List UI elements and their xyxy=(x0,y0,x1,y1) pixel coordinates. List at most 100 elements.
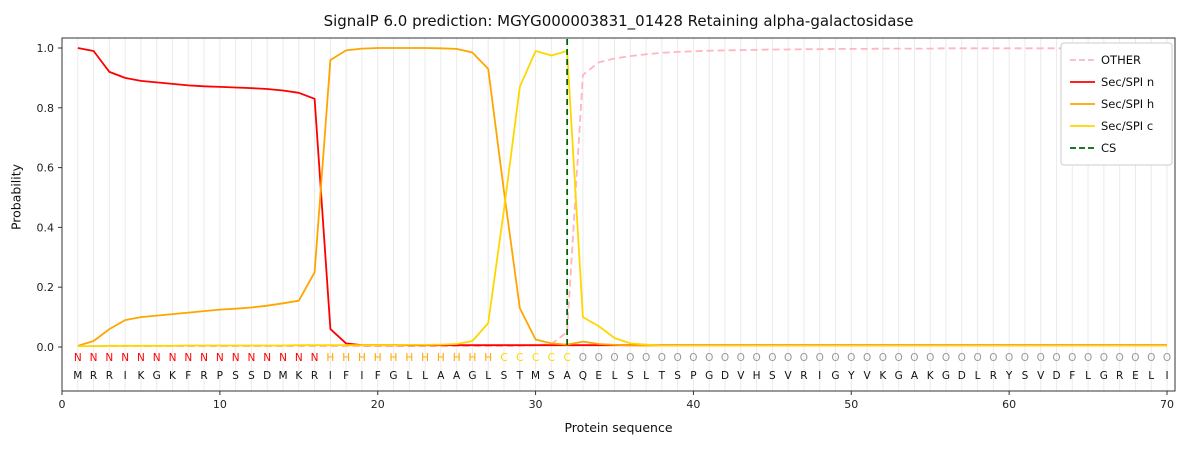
region-label: O xyxy=(595,352,603,364)
region-label: N xyxy=(121,352,129,364)
region-label: O xyxy=(1021,352,1029,364)
region-label: O xyxy=(752,352,760,364)
sequence-letter: R xyxy=(106,370,113,382)
sequence-letter: S xyxy=(627,370,634,382)
sequence-letter: K xyxy=(169,370,177,382)
region-label: H xyxy=(453,352,461,364)
x-tick-label: 50 xyxy=(844,398,858,411)
x-tick-label: 40 xyxy=(686,398,700,411)
sequence-letter: M xyxy=(73,370,82,382)
sequence-letter: G xyxy=(153,370,161,382)
region-label: N xyxy=(105,352,113,364)
sequence-letter: K xyxy=(927,370,935,382)
region-label: O xyxy=(973,352,981,364)
legend-label: Sec/SPI c xyxy=(1101,119,1153,133)
region-label: O xyxy=(1100,352,1108,364)
region-label: N xyxy=(169,352,177,364)
sequence-letter: A xyxy=(564,370,572,382)
region-label: H xyxy=(437,352,445,364)
y-tick-label: 0.0 xyxy=(37,341,55,354)
region-label: H xyxy=(405,352,413,364)
sequence-letter: K xyxy=(137,370,145,382)
region-label: C xyxy=(563,352,570,364)
sequence-letter: S xyxy=(501,370,508,382)
sequence-letter: R xyxy=(90,370,97,382)
sequence-letter: V xyxy=(737,370,745,382)
y-tick-label: 0.6 xyxy=(37,162,55,175)
sequence-letter: S xyxy=(1022,370,1029,382)
sequence-letter: M xyxy=(531,370,540,382)
region-label: H xyxy=(390,352,398,364)
sequence-letter: G xyxy=(389,370,397,382)
legend-label: OTHER xyxy=(1101,53,1141,67)
region-label: O xyxy=(1037,352,1045,364)
region-label: O xyxy=(784,352,792,364)
region-label: O xyxy=(1147,352,1155,364)
region-label: O xyxy=(579,352,587,364)
region-label: O xyxy=(910,352,918,364)
region-label: N xyxy=(263,352,271,364)
sequence-letter: L xyxy=(975,370,981,382)
region-label: O xyxy=(800,352,808,364)
sequence-letter: G xyxy=(895,370,903,382)
y-tick-label: 0.8 xyxy=(37,102,55,115)
y-tick-label: 0.4 xyxy=(37,221,55,234)
region-label: O xyxy=(1005,352,1013,364)
region-label: O xyxy=(1068,352,1076,364)
region-label: O xyxy=(1131,352,1139,364)
sequence-letter: A xyxy=(437,370,445,382)
region-label: N xyxy=(184,352,192,364)
region-label: N xyxy=(232,352,240,364)
sequence-letter: L xyxy=(1148,370,1154,382)
region-label: N xyxy=(74,352,82,364)
region-label: O xyxy=(674,352,682,364)
sequence-letter: D xyxy=(721,370,729,382)
region-label: N xyxy=(279,352,287,364)
sequence-letter: D xyxy=(958,370,966,382)
x-tick-label: 70 xyxy=(1160,398,1174,411)
sequence-letter: S xyxy=(232,370,239,382)
region-label: N xyxy=(216,352,224,364)
chart-title: SignalP 6.0 prediction: MGYG000003831_01… xyxy=(323,12,914,30)
sequence-letter: L xyxy=(485,370,491,382)
region-label: H xyxy=(421,352,429,364)
sequence-letter: I xyxy=(1165,370,1168,382)
sequence-letter: L xyxy=(406,370,412,382)
region-label: N xyxy=(295,352,303,364)
sequence-letter: R xyxy=(200,370,207,382)
sequence-letter: G xyxy=(705,370,713,382)
series-line-other xyxy=(77,47,1167,348)
region-label: O xyxy=(642,352,650,364)
sequence-letter: L xyxy=(1085,370,1091,382)
sequence-letter: S xyxy=(548,370,555,382)
region-label: O xyxy=(737,352,745,364)
sequence-letter: A xyxy=(453,370,461,382)
sequence-letter: P xyxy=(217,370,223,382)
region-label: O xyxy=(610,352,618,364)
region-label: H xyxy=(484,352,492,364)
region-label: N xyxy=(153,352,161,364)
sequence-letter: A xyxy=(911,370,919,382)
legend-label: Sec/SPI h xyxy=(1101,97,1154,111)
legend-label: CS xyxy=(1101,141,1116,155)
sequence-letter: M xyxy=(278,370,287,382)
region-label: O xyxy=(958,352,966,364)
sequence-letter: F xyxy=(185,370,191,382)
region-label: O xyxy=(895,352,903,364)
region-label: N xyxy=(200,352,208,364)
region-label: H xyxy=(342,352,350,364)
sequence-letter: L xyxy=(643,370,649,382)
sequence-letter: R xyxy=(1116,370,1123,382)
sequence-letter: V xyxy=(863,370,871,382)
region-label: O xyxy=(879,352,887,364)
region-label: N xyxy=(137,352,145,364)
sequence-letter: K xyxy=(295,370,303,382)
region-label: O xyxy=(942,352,950,364)
region-label: O xyxy=(705,352,713,364)
sequence-letter: Y xyxy=(847,370,855,382)
sequence-letter: I xyxy=(818,370,821,382)
sequence-letter: T xyxy=(516,370,524,382)
sequence-letter: V xyxy=(1037,370,1045,382)
region-label: H xyxy=(326,352,334,364)
